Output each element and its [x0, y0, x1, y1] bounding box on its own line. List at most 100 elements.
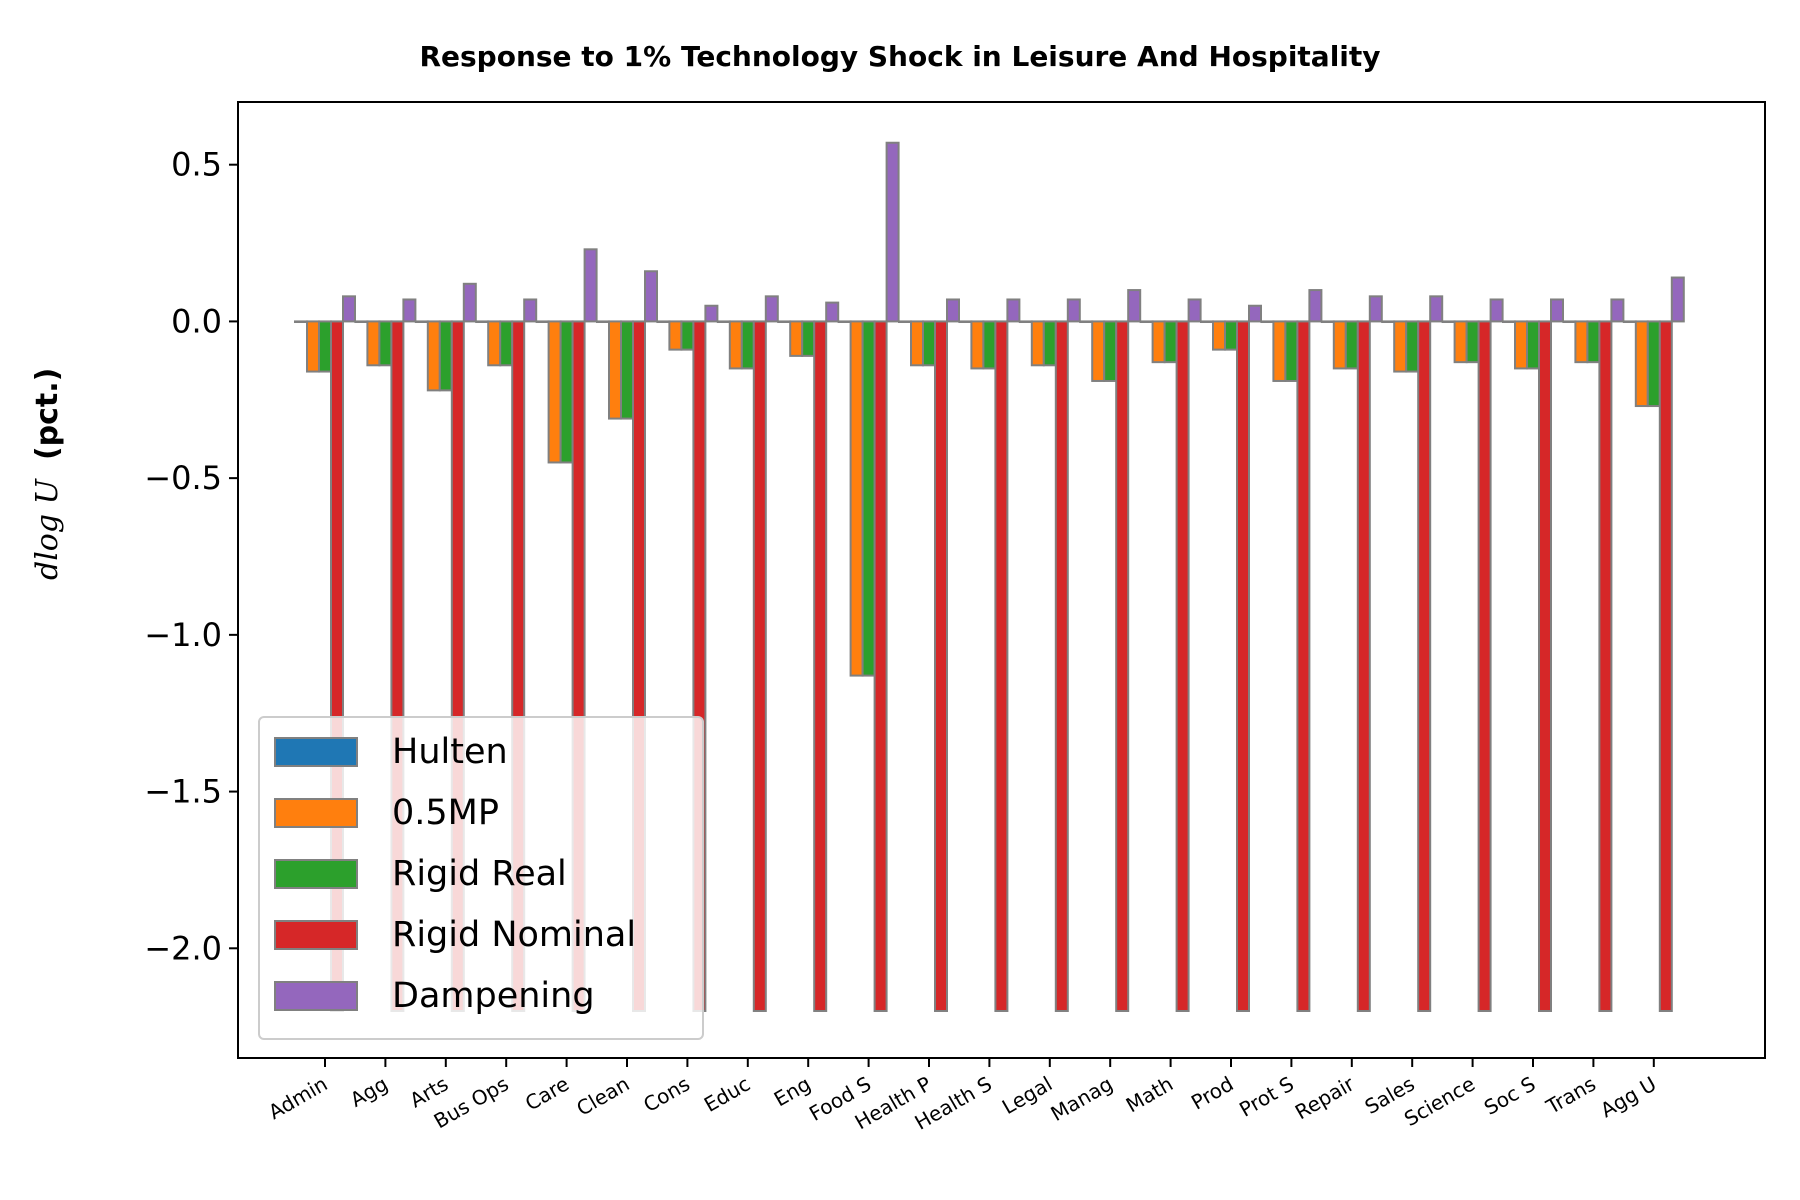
bar-0-5mp	[306, 320, 320, 373]
y-tick-label: −2.0	[144, 929, 222, 967]
legend-label: Rigid Real	[392, 854, 567, 894]
bar-hulten	[1320, 320, 1335, 324]
y-tick-label: 0.0	[171, 302, 222, 340]
bar-rigid-real	[1344, 320, 1359, 370]
legend-swatch-hulten	[274, 737, 358, 767]
legend-item-dampening: Dampening	[274, 976, 595, 1016]
bar-hulten	[1441, 320, 1456, 324]
bar-0-5mp	[1272, 320, 1287, 382]
bar-dampening	[1308, 289, 1323, 323]
legend-label: 0.5MP	[392, 793, 499, 833]
bar-hulten	[475, 320, 490, 324]
bar-rigid-real	[1586, 320, 1601, 364]
bar-dampening	[342, 295, 356, 323]
bar-0-5mp	[668, 320, 683, 351]
bar-dampening	[704, 304, 719, 323]
bar-rigid-nominal	[1054, 320, 1069, 1012]
bar-0-5mp	[1634, 320, 1649, 408]
bar-rigid-nominal	[1477, 320, 1492, 1012]
bar-0-5mp	[789, 320, 804, 357]
bar-rigid-real	[499, 320, 514, 367]
bar-rigid-real	[318, 320, 332, 373]
bar-dampening	[523, 298, 538, 323]
y-tick-label: −0.5	[144, 459, 222, 497]
legend-label: Hulten	[392, 732, 508, 772]
bar-rigid-real	[438, 320, 453, 392]
legend-label: Dampening	[392, 976, 595, 1016]
bar-rigid-real	[378, 320, 393, 367]
x-tick-label: Prot S	[1235, 1072, 1298, 1122]
bar-rigid-nominal	[934, 320, 948, 1012]
legend-item-hulten: Hulten	[274, 732, 508, 772]
x-tick-label: Repair	[1291, 1071, 1359, 1124]
bar-rigid-nominal	[752, 320, 767, 1012]
y-tick-label: −1.0	[144, 616, 222, 654]
bar-dampening	[1187, 298, 1202, 323]
bar-dampening	[462, 282, 477, 323]
bar-0-5mp	[1574, 320, 1589, 364]
bar-0-5mp	[728, 320, 743, 370]
bar-rigid-real	[1405, 320, 1420, 373]
bar-hulten	[958, 320, 973, 324]
bar-rigid-nominal	[1356, 320, 1371, 1012]
x-tick-label: Legal	[998, 1072, 1056, 1120]
bar-dampening	[1550, 298, 1564, 323]
bar-rigid-real	[1465, 320, 1480, 364]
bar-hulten	[414, 320, 429, 324]
bar-0-5mp	[1514, 320, 1528, 370]
bar-0-5mp	[487, 320, 502, 367]
bar-hulten	[716, 320, 731, 324]
bar-dampening	[825, 301, 840, 323]
bar-hulten	[1079, 320, 1094, 324]
bar-rigid-real	[1224, 320, 1238, 351]
bar-hulten	[1502, 320, 1516, 324]
bar-rigid-nominal	[1598, 320, 1613, 1012]
bar-hulten	[1562, 320, 1577, 324]
bar-rigid-real	[861, 320, 876, 677]
bar-dampening	[1610, 298, 1625, 323]
bar-0-5mp	[910, 320, 924, 367]
x-tick-label: Soc S	[1480, 1072, 1540, 1120]
bar-dampening	[946, 298, 960, 323]
bar-hulten	[777, 320, 792, 324]
bar-rigid-nominal	[1236, 320, 1250, 1012]
chart-title: Response to 1% Technology Shock in Leisu…	[419, 40, 1381, 73]
x-tick-label: Agg U	[1596, 1072, 1660, 1123]
bar-dampening	[1670, 276, 1685, 323]
legend-item-rigid-nominal: Rigid Nominal	[274, 915, 636, 955]
bar-dampening	[1368, 295, 1383, 323]
bar-rigid-nominal	[1296, 320, 1311, 1012]
bar-dampening	[1429, 295, 1444, 323]
bar-hulten	[1018, 320, 1033, 324]
x-tick-label: Prod	[1187, 1072, 1237, 1115]
legend-item-rigid-real: Rigid Real	[274, 854, 567, 894]
legend-label: Rigid Nominal	[392, 915, 637, 955]
bar-hulten	[1260, 320, 1275, 324]
y-tick-label: −1.5	[144, 773, 222, 811]
bar-0-5mp	[608, 320, 622, 420]
legend-swatch-dampening	[274, 981, 358, 1011]
x-tick-label: Math	[1122, 1072, 1177, 1118]
axes-frame	[237, 101, 1766, 1059]
bar-0-5mp	[1091, 320, 1106, 382]
legend-swatch-rigid-nominal	[274, 920, 358, 950]
bar-hulten	[596, 320, 610, 324]
bar-rigid-nominal	[873, 320, 888, 1012]
bar-rigid-nominal	[1115, 320, 1130, 1012]
bar-dampening	[1489, 298, 1504, 323]
bar-rigid-real	[982, 320, 997, 370]
bar-hulten	[1622, 320, 1637, 324]
x-tick-label: Admin	[264, 1072, 331, 1125]
bar-0-5mp	[1332, 320, 1347, 370]
bar-dampening	[1127, 289, 1142, 323]
bar-0-5mp	[1212, 320, 1226, 351]
bar-hulten	[656, 320, 671, 324]
bar-hulten	[535, 320, 550, 324]
bar-rigid-real	[1646, 320, 1661, 408]
bar-0-5mp	[366, 320, 381, 367]
bar-hulten	[1200, 320, 1214, 324]
bar-hulten	[354, 320, 369, 324]
bar-0-5mp	[1393, 320, 1408, 373]
bar-dampening	[764, 295, 779, 323]
